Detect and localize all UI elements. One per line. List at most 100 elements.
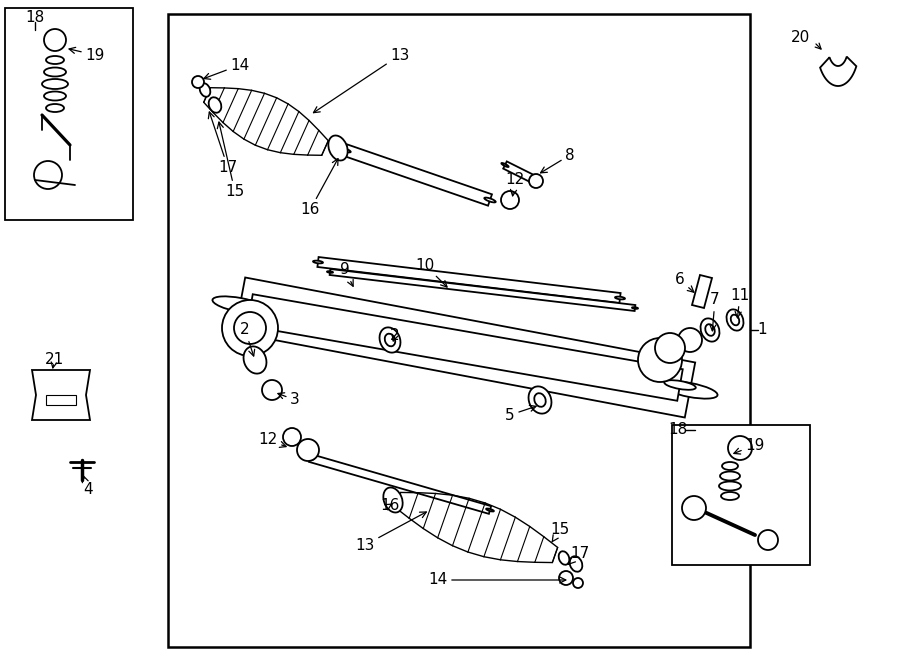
Ellipse shape [383, 487, 402, 512]
Ellipse shape [719, 481, 741, 490]
Ellipse shape [234, 305, 266, 315]
Ellipse shape [327, 271, 333, 273]
Text: 15: 15 [217, 122, 245, 200]
Ellipse shape [720, 471, 740, 481]
Text: 7: 7 [710, 293, 720, 331]
Ellipse shape [209, 97, 221, 113]
Ellipse shape [46, 104, 64, 112]
Circle shape [234, 312, 266, 344]
Polygon shape [820, 57, 856, 86]
Text: 10: 10 [416, 258, 447, 287]
Text: 15: 15 [551, 522, 570, 542]
Circle shape [297, 439, 319, 461]
Text: 13: 13 [356, 512, 427, 553]
Ellipse shape [46, 56, 64, 64]
Text: 12: 12 [258, 432, 286, 447]
Circle shape [34, 161, 62, 189]
Circle shape [44, 29, 66, 51]
Ellipse shape [721, 492, 739, 500]
Ellipse shape [570, 557, 582, 572]
Circle shape [559, 571, 573, 585]
Circle shape [573, 578, 583, 588]
Circle shape [758, 530, 778, 550]
Ellipse shape [44, 91, 66, 100]
Circle shape [283, 428, 301, 446]
Circle shape [222, 300, 278, 356]
Ellipse shape [731, 315, 739, 325]
Circle shape [501, 191, 519, 209]
Ellipse shape [535, 393, 545, 407]
Ellipse shape [722, 462, 738, 470]
Text: 6: 6 [675, 272, 694, 292]
Bar [5, 8, 133, 220]
Ellipse shape [212, 296, 267, 313]
Circle shape [638, 338, 682, 382]
Ellipse shape [42, 79, 68, 89]
Text: 2: 2 [240, 323, 255, 356]
Text: 4: 4 [83, 476, 93, 498]
Text: 17: 17 [209, 112, 238, 176]
Circle shape [682, 496, 706, 520]
Ellipse shape [700, 319, 719, 342]
Text: 17: 17 [569, 545, 590, 564]
Text: 14: 14 [428, 572, 566, 588]
Ellipse shape [328, 136, 347, 161]
Ellipse shape [528, 387, 552, 414]
Ellipse shape [559, 551, 570, 564]
Polygon shape [503, 161, 536, 184]
Text: 8: 8 [541, 147, 575, 173]
Text: 5: 5 [505, 405, 536, 422]
Polygon shape [235, 278, 695, 418]
Ellipse shape [615, 297, 625, 299]
Text: 16: 16 [381, 498, 400, 512]
Polygon shape [692, 275, 712, 308]
Ellipse shape [531, 178, 538, 182]
Polygon shape [248, 294, 683, 401]
Text: 19: 19 [69, 48, 104, 63]
Ellipse shape [664, 380, 696, 390]
Ellipse shape [726, 309, 743, 330]
Text: 18: 18 [669, 422, 688, 438]
Ellipse shape [385, 334, 395, 346]
Polygon shape [32, 370, 90, 420]
Ellipse shape [200, 83, 211, 97]
Ellipse shape [501, 163, 508, 167]
Polygon shape [318, 257, 621, 303]
Text: 9: 9 [340, 262, 353, 286]
Text: 21: 21 [45, 352, 65, 368]
Text: 1: 1 [757, 323, 767, 338]
Ellipse shape [380, 327, 400, 352]
Ellipse shape [486, 508, 494, 512]
Text: 2: 2 [391, 327, 400, 342]
Ellipse shape [313, 260, 323, 263]
Ellipse shape [662, 381, 717, 399]
Circle shape [678, 328, 702, 352]
Polygon shape [329, 269, 635, 311]
Ellipse shape [484, 198, 496, 202]
Polygon shape [309, 454, 491, 514]
Text: 14: 14 [204, 58, 249, 79]
Bar [672, 425, 810, 565]
Text: 12: 12 [506, 173, 525, 196]
Ellipse shape [44, 67, 66, 77]
Text: 11: 11 [731, 288, 750, 318]
Circle shape [728, 436, 752, 460]
Ellipse shape [244, 346, 266, 373]
Text: 16: 16 [301, 159, 338, 217]
Text: 13: 13 [313, 48, 410, 112]
Text: 20: 20 [790, 30, 810, 46]
Circle shape [262, 380, 282, 400]
Polygon shape [343, 144, 492, 206]
Ellipse shape [632, 307, 638, 309]
Ellipse shape [306, 457, 314, 459]
Circle shape [192, 76, 204, 88]
Ellipse shape [339, 147, 351, 153]
Polygon shape [46, 395, 76, 405]
Text: 19: 19 [734, 438, 765, 454]
Circle shape [529, 174, 543, 188]
Text: 18: 18 [25, 11, 45, 26]
Bar [168, 14, 750, 647]
Text: 3: 3 [278, 393, 300, 407]
Circle shape [655, 333, 685, 363]
Ellipse shape [706, 324, 715, 336]
